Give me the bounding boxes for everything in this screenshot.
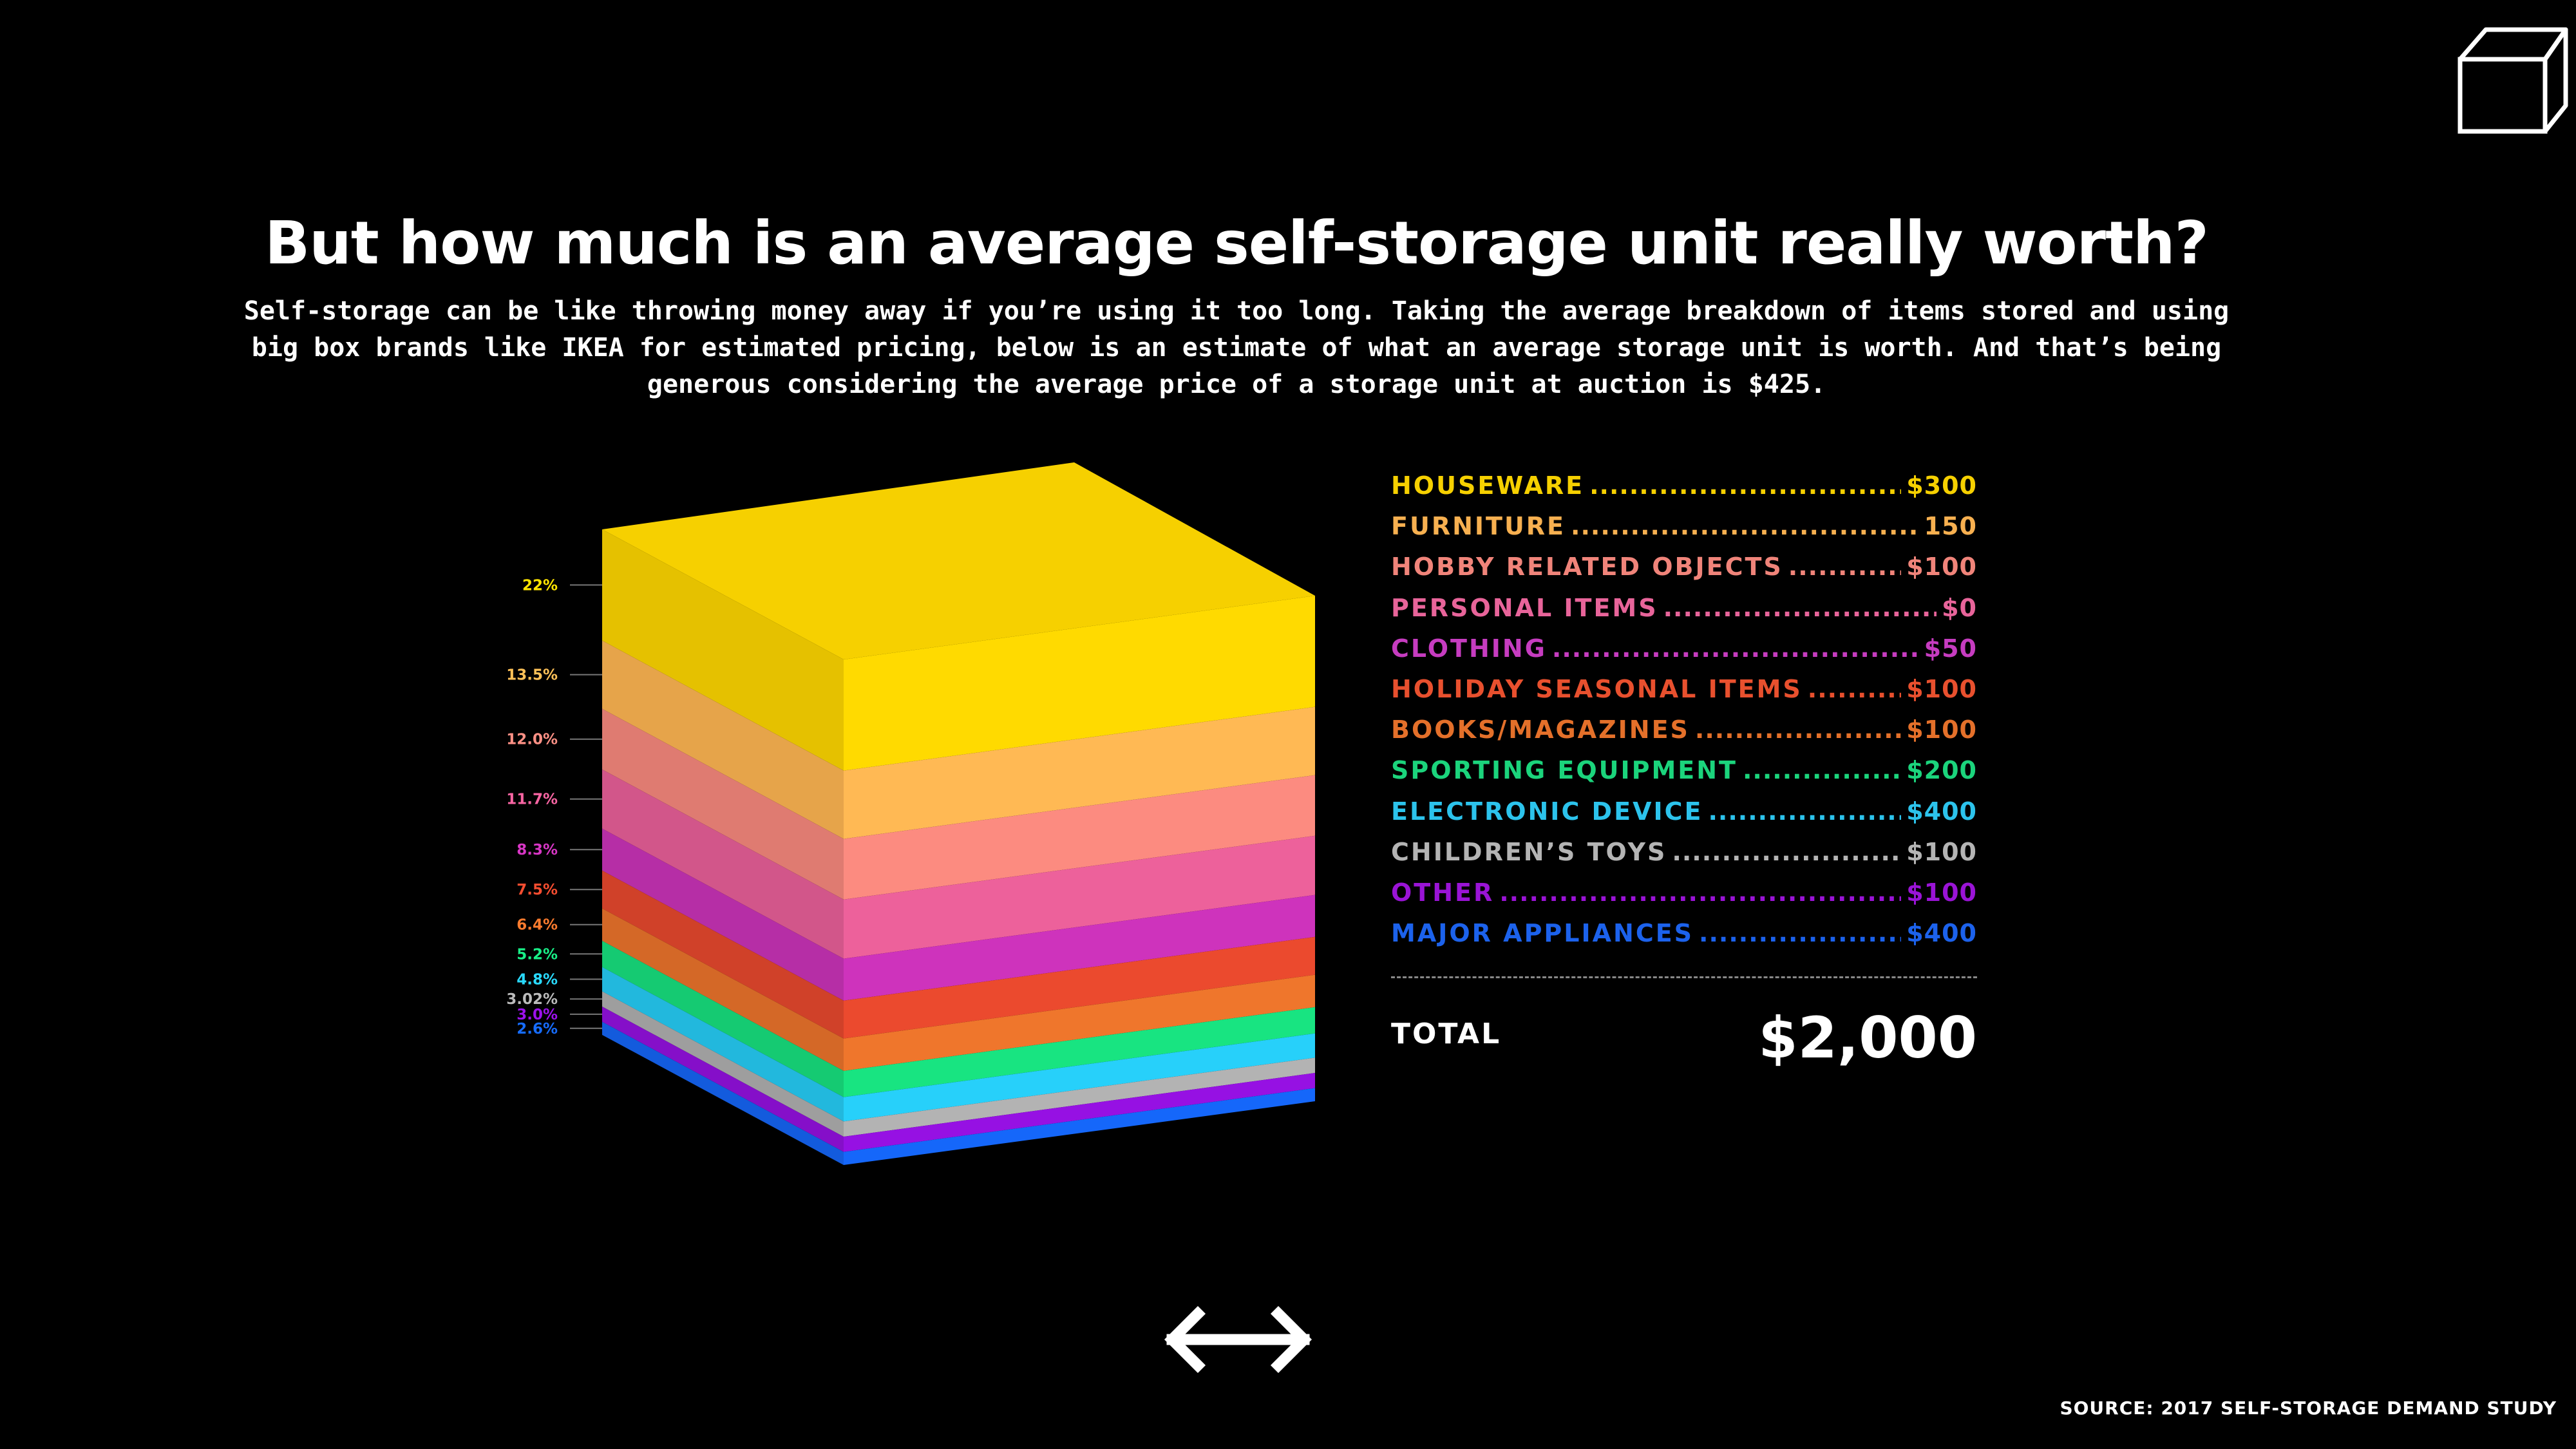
cube-layer-right — [844, 1033, 1315, 1122]
legend-item: OTHER...................................… — [1391, 878, 1977, 919]
legend-item-value: $100 — [1906, 837, 1977, 866]
legend-item: CLOTHING................................… — [1391, 634, 1977, 675]
cube-layer-left — [602, 769, 844, 959]
legend-item: HOBBY RELATED OBJECTS...................… — [1391, 553, 1977, 593]
legend-item-value: $100 — [1906, 715, 1977, 744]
layer-percent-label: 12.0% — [506, 732, 558, 748]
legend-dot-leader: ........................................… — [1807, 674, 1901, 703]
nav-arrows — [1164, 1305, 1312, 1374]
cube-layer-right — [844, 1073, 1315, 1152]
cube-layer-right — [844, 1057, 1315, 1137]
legend-dot-leader: ........................................… — [1571, 512, 1919, 541]
legend-item-label: PERSONAL ITEMS — [1391, 593, 1658, 622]
legend-dot-leader: ........................................… — [1708, 797, 1901, 826]
cube-layer-right — [844, 596, 1315, 771]
cube-layer-left — [602, 828, 844, 1001]
legend-item: HOUSEWARE...............................… — [1391, 471, 1977, 512]
layer-percent-label: 4.8% — [516, 972, 558, 989]
layer-percent-label: 3.0% — [516, 1007, 558, 1023]
legend-item: FURNITURE...............................… — [1391, 512, 1977, 553]
cube-layer-left — [602, 908, 844, 1071]
value-legend: HOUSEWARE...............................… — [1391, 471, 1977, 960]
legend-item-label: FURNITURE — [1391, 512, 1566, 541]
cube-layer-right — [844, 835, 1315, 959]
legend-divider — [1391, 976, 1977, 978]
legend-item-value: $300 — [1906, 471, 1977, 500]
layer-percent-label: 13.5% — [506, 667, 558, 684]
layer-percent-label: 8.3% — [516, 842, 558, 858]
total-value: $2,000 — [1758, 1005, 1977, 1071]
legend-dot-leader: ........................................… — [1699, 919, 1901, 948]
legend-item-label: OTHER — [1391, 878, 1495, 907]
legend-item-label: HOBBY RELATED OBJECTS — [1391, 553, 1783, 582]
legend-item-value: $400 — [1906, 797, 1977, 826]
legend-item: CHILDREN’S TOYS.........................… — [1391, 838, 1977, 878]
layer-percent-label: 22% — [522, 577, 558, 594]
cube-layer-left — [602, 991, 844, 1137]
layer-percent-label: 11.7% — [506, 791, 558, 808]
legend-dot-leader: ........................................… — [1551, 634, 1919, 663]
legend-dot-leader: ........................................… — [1499, 878, 1901, 907]
cube-logo-icon — [2458, 27, 2568, 134]
legend-item: BOOKS/MAGAZINES.........................… — [1391, 715, 1977, 756]
cube-layer-right — [844, 974, 1315, 1071]
cube-layer-right — [844, 936, 1315, 1039]
legend-item-value: $200 — [1906, 756, 1977, 785]
cube-layer-right — [844, 895, 1315, 1001]
legend-dot-leader: ........................................… — [1694, 715, 1901, 744]
prev-arrow-icon[interactable] — [1164, 1305, 1241, 1374]
layer-percent-label: 3.02% — [506, 991, 558, 1008]
legend-item-value: $100 — [1906, 878, 1977, 907]
legend-dot-leader: ........................................… — [1672, 837, 1901, 866]
legend-item-label: HOLIDAY SEASONAL ITEMS — [1391, 674, 1803, 703]
legend-dot-leader: ........................................… — [1742, 756, 1902, 785]
legend-dot-leader: ........................................… — [1663, 593, 1937, 622]
cube-layer-left — [602, 708, 844, 900]
page-title: But how much is an average self-storage … — [265, 209, 2209, 278]
legend-item-label: CLOTHING — [1391, 634, 1547, 663]
total-label: TOTAL — [1391, 1018, 1502, 1050]
legend-item-value: $100 — [1906, 553, 1977, 582]
layer-percent-label: 7.5% — [516, 882, 558, 898]
cube-layer-left — [602, 870, 844, 1039]
legend-item-label: ELECTRONIC DEVICE — [1391, 797, 1703, 826]
source-note: SOURCE: 2017 SELF-STORAGE DEMAND STUDY — [2060, 1397, 2557, 1419]
legend-item: PERSONAL ITEMS..........................… — [1391, 594, 1977, 634]
cube-layer-left — [602, 967, 844, 1122]
legend-item-value: $100 — [1906, 674, 1977, 703]
legend-item-value: 150 — [1924, 512, 1977, 541]
cube-top-face — [602, 462, 1315, 659]
legend-item-value: $0 — [1942, 593, 1977, 622]
cube-layer-left — [602, 1007, 844, 1152]
legend-item-label: MAJOR APPLIANCES — [1391, 919, 1694, 948]
legend-item-label: CHILDREN’S TOYS — [1391, 837, 1667, 866]
legend-item-label: BOOKS/MAGAZINES — [1391, 715, 1690, 744]
legend-item-value: $400 — [1906, 919, 1977, 948]
legend-dot-leader: ........................................… — [1589, 471, 1901, 500]
cube-layer-left — [602, 940, 844, 1097]
legend-item: SPORTING EQUIPMENT......................… — [1391, 756, 1977, 797]
legend-dot-leader: ........................................… — [1788, 553, 1901, 582]
legend-item: ELECTRONIC DEVICE.......................… — [1391, 797, 1977, 838]
legend-item: MAJOR APPLIANCES........................… — [1391, 919, 1977, 960]
cube-layer-right — [844, 1088, 1315, 1165]
layer-percent-label: 6.4% — [516, 917, 558, 934]
cube-layer-right — [844, 1007, 1315, 1097]
legend-item-label: SPORTING EQUIPMENT — [1391, 756, 1738, 785]
cube-layer-right — [844, 775, 1315, 900]
cube-layer-left — [602, 1021, 844, 1165]
legend-item: HOLIDAY SEASONAL ITEMS..................… — [1391, 675, 1977, 715]
layer-percent-label: 5.2% — [516, 946, 558, 963]
layer-percent-label: 2.6% — [516, 1021, 558, 1037]
cube-layer-right — [844, 706, 1315, 839]
legend-item-label: HOUSEWARE — [1391, 471, 1585, 500]
legend-item-value: $50 — [1924, 634, 1977, 663]
page-subtitle: Self-storage can be like throwing money … — [243, 296, 2230, 399]
cube-layer-left — [602, 640, 844, 839]
next-arrow-icon[interactable] — [1235, 1305, 1312, 1374]
cube-layer-left — [602, 529, 844, 771]
